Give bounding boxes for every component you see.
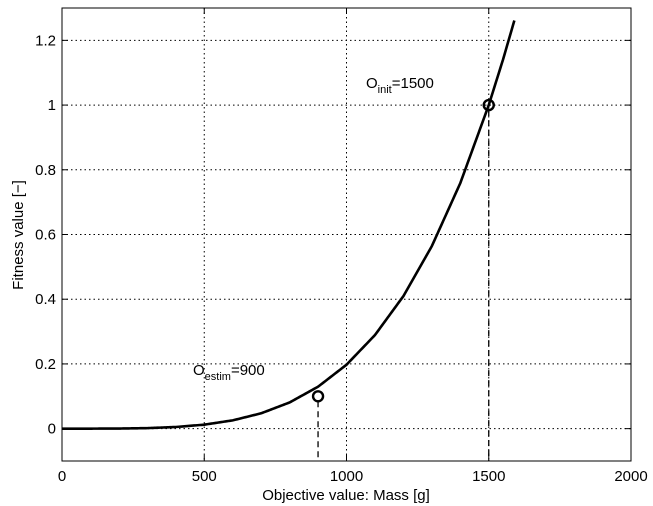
annotation-o-init-rest: =1500 — [392, 75, 434, 92]
y-tick-label: 0.4 — [35, 291, 56, 308]
grid-lines — [62, 8, 631, 461]
x-tick-label: 500 — [192, 468, 217, 485]
data-point-marker — [311, 390, 325, 403]
x-tick-label: 0 — [58, 468, 66, 485]
marker-layer — [311, 98, 495, 461]
annotation-o-estim-rest: =900 — [231, 362, 265, 379]
annotation-o-init-sub: init — [378, 84, 392, 96]
x-tick-label: 1500 — [472, 468, 505, 485]
annotation-o-estim-main: O — [193, 362, 205, 379]
y-tick-label: 1 — [48, 97, 56, 114]
annotation-o-estim: Oestim=900 — [193, 362, 265, 383]
fitness-curve — [62, 20, 516, 430]
x-axis-label: Objective value: Mass [g] — [262, 487, 430, 504]
y-tick-label: 0.2 — [35, 356, 56, 373]
y-tick-label: 0 — [48, 421, 56, 438]
fitness-curve-layer — [62, 20, 516, 430]
x-tick-label: 2000 — [614, 468, 647, 485]
y-tick-label: 0.6 — [35, 227, 56, 244]
data-point-marker — [482, 98, 495, 112]
y-axis-label: Fitness value [−] — [10, 180, 27, 290]
annotation-layer: Oestim=900 Oinit=1500 — [193, 75, 434, 383]
tick-layer: 0 500 1000 1500 2000 0 0.2 0.4 0.6 0.8 1 1.2 — [35, 8, 648, 485]
annotation-o-init-main: O — [366, 75, 378, 92]
annotation-o-init: Oinit=1500 — [366, 75, 434, 96]
y-tick-label: 0.8 — [35, 162, 56, 179]
x-tick-label: 1000 — [330, 468, 363, 485]
annotation-o-estim-sub: estim — [205, 371, 231, 383]
y-tick-label: 1.2 — [35, 32, 56, 49]
